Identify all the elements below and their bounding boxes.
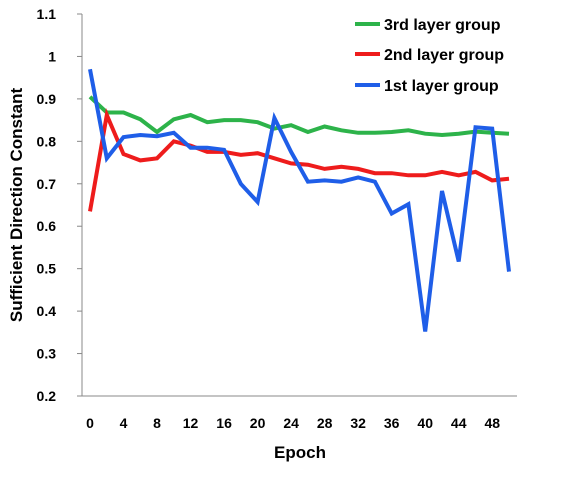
x-tick-label: 48 [484, 415, 500, 431]
y-tick-label: 0.4 [37, 303, 57, 319]
x-tick-label: 24 [283, 415, 299, 431]
y-tick-label: 0.8 [37, 133, 57, 149]
y-tick-label: 1 [48, 48, 56, 64]
axes [81, 14, 517, 397]
x-tick-label: 32 [350, 415, 366, 431]
series-line-1st-layer-group [88, 68, 511, 332]
y-tick-labels: 0.2 0.3 0.4 0.5 0.6 0.7 0.8 0.9 1 1.1 [37, 6, 82, 404]
x-tick-labels: 0 4 8 12 16 20 24 28 32 36 40 44 48 [86, 415, 500, 431]
y-tick-label: 0.7 [37, 176, 57, 192]
y-tick-label: 0.5 [37, 261, 57, 277]
x-tick-label: 40 [417, 415, 433, 431]
x-tick-label: 36 [384, 415, 400, 431]
legend-label: 3rd layer group [384, 17, 501, 34]
y-axis-label: Sufficient Direction Constant [7, 88, 26, 323]
x-tick-label: 4 [120, 415, 128, 431]
x-axis-label: Epoch [274, 443, 326, 462]
legend: 3rd layer group 2nd layer group 1st layer … [355, 17, 504, 95]
x-tick-label: 8 [153, 415, 161, 431]
series-lines [88, 68, 511, 332]
y-tick-label: 0.6 [37, 218, 57, 234]
legend-label: 1st layer group [384, 78, 499, 95]
x-tick-label: 16 [216, 415, 232, 431]
y-tick-label: 1.1 [37, 6, 57, 22]
x-tick-label: 12 [183, 415, 199, 431]
legend-label: 2nd layer group [384, 47, 504, 64]
series-line-3rd-layer-group [88, 95, 510, 138]
x-tick-label: 20 [250, 415, 266, 431]
y-tick-label: 0.9 [37, 91, 57, 107]
x-tick-label: 28 [317, 415, 333, 431]
x-tick-label: 44 [451, 415, 467, 431]
y-tick-label: 0.3 [37, 346, 57, 362]
y-tick-label: 0.2 [37, 388, 57, 404]
x-tick-label: 0 [86, 415, 94, 431]
